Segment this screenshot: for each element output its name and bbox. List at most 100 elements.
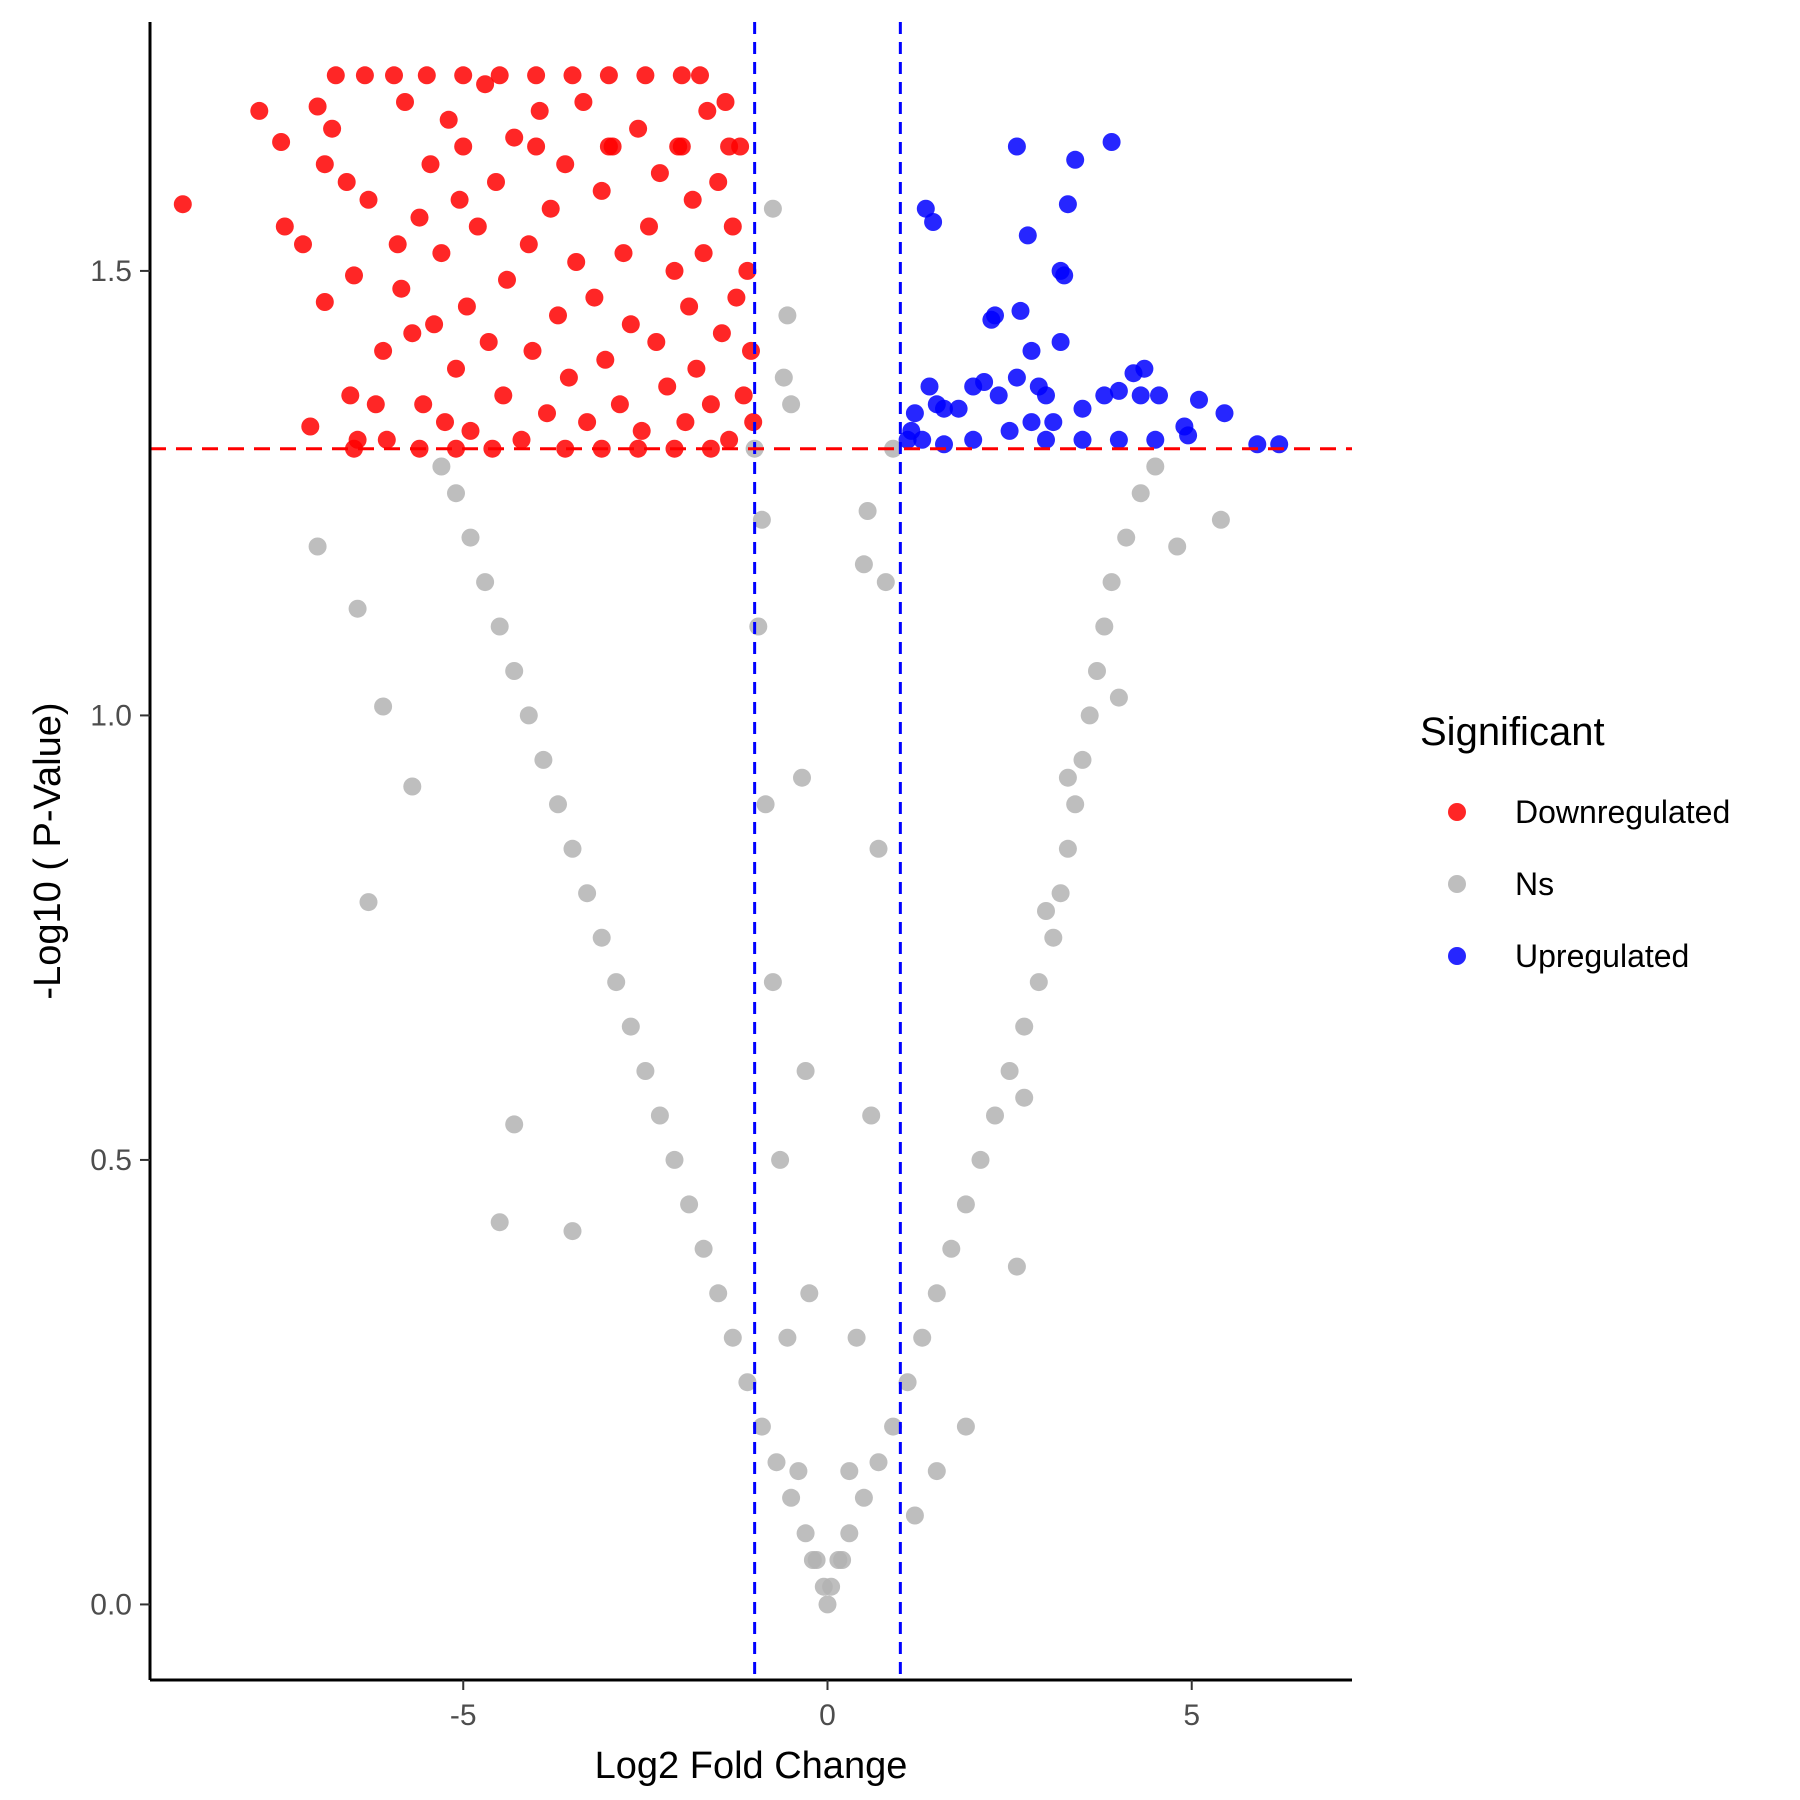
point-upregulated [949, 399, 968, 418]
legend-key-ns [1448, 875, 1466, 893]
point-ns [348, 599, 367, 618]
point-downregulated [563, 66, 582, 85]
point-downregulated [599, 137, 618, 156]
point-ns [308, 537, 327, 556]
point-upregulated [1044, 413, 1063, 432]
point-upregulated [924, 213, 943, 231]
point-ns [767, 1453, 786, 1472]
point-ns [1015, 1088, 1034, 1107]
point-ns [1095, 617, 1114, 636]
point-downregulated [556, 155, 575, 174]
point-downregulated [621, 315, 640, 334]
point-downregulated [403, 324, 422, 343]
point-ns [578, 884, 597, 903]
point-ns [1015, 1017, 1034, 1036]
point-upregulated [1007, 368, 1026, 387]
point-ns [956, 1417, 975, 1436]
point-ns [607, 973, 626, 992]
point-upregulated [1131, 386, 1150, 405]
point-upregulated [1066, 150, 1085, 169]
y-axis-title: -Log10 ( P-Value) [27, 702, 69, 999]
point-ns [927, 1284, 946, 1303]
point-ns [549, 795, 567, 814]
point-downregulated [377, 430, 396, 449]
point-ns [447, 484, 465, 503]
point-ns [847, 1328, 866, 1347]
point-downregulated [476, 75, 495, 94]
point-upregulated [1000, 421, 1019, 440]
point-downregulated [345, 266, 363, 285]
point-ns [971, 1150, 990, 1169]
point-downregulated [421, 155, 440, 174]
point-downregulated [337, 173, 356, 191]
point-ns [490, 1213, 509, 1232]
point-downregulated [742, 341, 760, 360]
point-downregulated [709, 173, 728, 191]
point-downregulated [396, 93, 414, 111]
point-downregulated [355, 66, 374, 85]
point-ns [534, 750, 553, 769]
point-downregulated [308, 97, 327, 116]
point-upregulated [1109, 381, 1128, 400]
point-downregulated [687, 359, 706, 378]
y-tick-label: 0.5 [90, 1144, 132, 1177]
point-downregulated [301, 417, 320, 436]
point-downregulated [578, 413, 597, 432]
point-ns [752, 1417, 771, 1436]
point-downregulated [574, 93, 593, 111]
point-ns [680, 1195, 699, 1214]
point-ns [818, 1595, 837, 1614]
point-ns [592, 928, 611, 947]
point-downregulated [275, 217, 294, 236]
point-upregulated [989, 386, 1008, 405]
point-upregulated [1073, 430, 1092, 449]
point-ns [854, 1488, 873, 1507]
point-ns [1146, 457, 1165, 476]
point-downregulated [629, 119, 648, 138]
point-ns [905, 1506, 924, 1525]
points-layer [173, 66, 1289, 1614]
point-ns [359, 893, 378, 912]
point-ns [374, 697, 393, 716]
point-downregulated [345, 439, 363, 458]
legend-label-downregulated: Downregulated [1515, 794, 1730, 830]
point-ns [1051, 884, 1070, 903]
point-ns [782, 395, 801, 414]
point-downregulated [723, 217, 742, 236]
point-ns [763, 199, 782, 218]
legend-entry-upregulated: Upregulated [1448, 938, 1689, 974]
axes [148, 22, 1352, 1682]
point-upregulated [1037, 386, 1055, 405]
point-downregulated [523, 341, 542, 360]
point-ns [840, 1462, 859, 1481]
point-ns [1044, 928, 1063, 947]
point-ns [1058, 839, 1077, 858]
point-downregulated [701, 395, 720, 414]
point-downregulated [549, 306, 567, 325]
point-ns [800, 1284, 819, 1303]
point-ns [854, 555, 873, 574]
y-tick-label: 0.0 [90, 1588, 132, 1621]
point-upregulated [1190, 390, 1208, 409]
point-downregulated [672, 137, 691, 156]
point-upregulated [927, 395, 946, 414]
point-ns [869, 839, 888, 858]
point-downregulated [665, 261, 684, 280]
point-ns [876, 573, 895, 592]
point-downregulated [698, 101, 717, 120]
point-upregulated [920, 377, 939, 396]
point-ns [1080, 706, 1099, 725]
point-ns [738, 1373, 757, 1392]
point-ns [1037, 902, 1055, 920]
point-ns [723, 1328, 742, 1347]
point-ns [1109, 688, 1128, 707]
point-upregulated [1150, 386, 1168, 405]
point-ns [403, 777, 422, 796]
point-downregulated [559, 368, 578, 387]
point-upregulated [1022, 413, 1041, 432]
point-downregulated [647, 333, 666, 351]
point-ns [898, 1373, 917, 1392]
point-downregulated [658, 377, 677, 396]
point-downregulated [519, 235, 538, 254]
